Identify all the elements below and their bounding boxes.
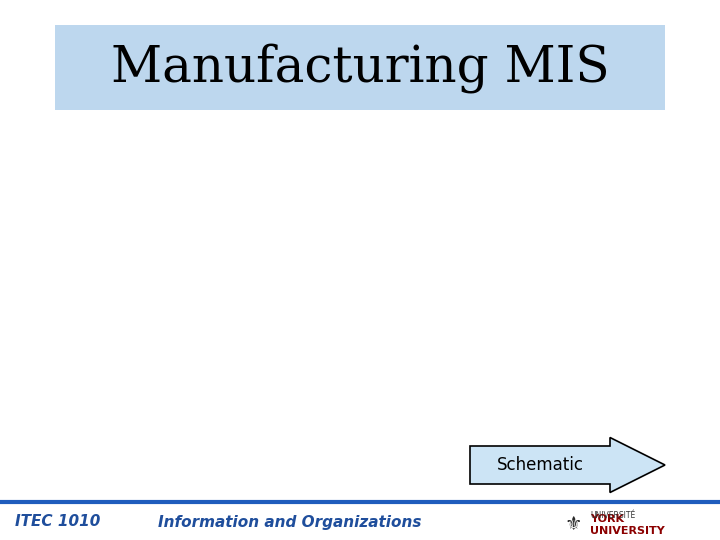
- Text: ⚜: ⚜: [564, 516, 582, 535]
- Text: YORK
UNIVERSITY: YORK UNIVERSITY: [590, 514, 665, 536]
- Text: Manufacturing MIS: Manufacturing MIS: [111, 43, 609, 93]
- Text: UNIVERSITÉ: UNIVERSITÉ: [590, 511, 635, 521]
- Polygon shape: [470, 437, 665, 492]
- FancyBboxPatch shape: [55, 25, 665, 110]
- Text: Schematic: Schematic: [497, 456, 583, 474]
- Text: Information and Organizations: Information and Organizations: [158, 515, 422, 530]
- Text: ITEC 1010: ITEC 1010: [15, 515, 100, 530]
